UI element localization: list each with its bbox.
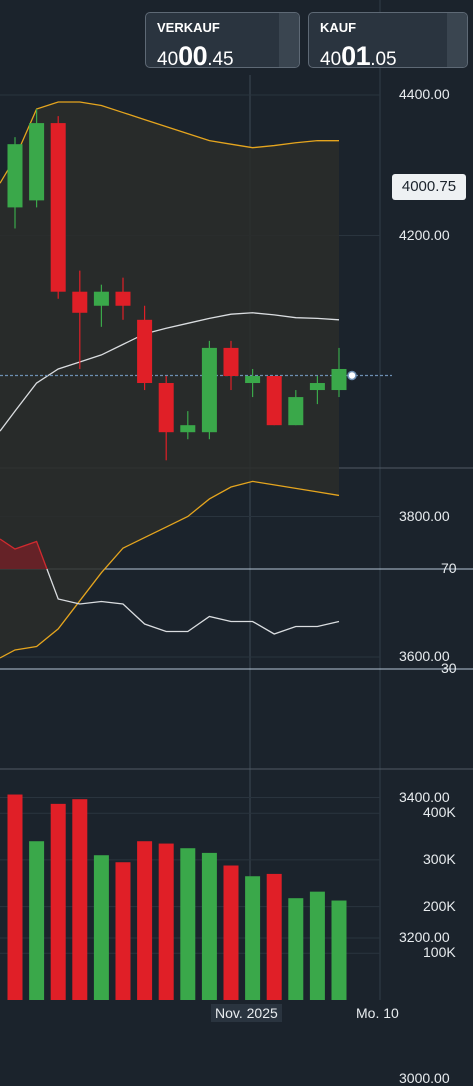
volume-bar bbox=[158, 843, 174, 1000]
current-price-marker bbox=[347, 370, 357, 381]
volume-bar bbox=[309, 891, 325, 1000]
bollinger-upper-line bbox=[0, 101, 339, 184]
price-tick-label: 3000.00 bbox=[399, 1069, 450, 1086]
volume-bar bbox=[115, 862, 131, 1000]
volume-bar bbox=[288, 898, 304, 1000]
candle-body bbox=[7, 144, 23, 208]
sell-price-suffix: .45 bbox=[207, 49, 234, 70]
buy-price: 4001.05 bbox=[320, 41, 397, 72]
bollinger-lower-line bbox=[0, 480, 340, 659]
buy-label: KAUF bbox=[320, 20, 357, 35]
price-tick-label: 3600.00 bbox=[399, 648, 450, 664]
rsi-overbought-line bbox=[0, 538, 48, 570]
volume-bar bbox=[201, 852, 217, 1000]
candle-body bbox=[93, 291, 109, 306]
buy-button[interactable]: KAUF 4001.05 bbox=[308, 12, 468, 71]
candle-body bbox=[288, 397, 304, 426]
volume-bar bbox=[331, 900, 347, 1000]
buy-price-main: 01 bbox=[341, 41, 371, 71]
candle-body bbox=[309, 383, 325, 391]
candle-body bbox=[245, 376, 261, 384]
sell-button-edge bbox=[279, 13, 299, 67]
sell-price-main: 00 bbox=[178, 41, 208, 71]
candle-body bbox=[29, 123, 45, 201]
volume-bar bbox=[245, 876, 261, 1000]
rsi-tick-label: 30 bbox=[441, 660, 457, 676]
volume-bar bbox=[137, 841, 153, 1000]
price-tick-label: 3400.00 bbox=[399, 788, 450, 805]
candle-body bbox=[115, 291, 131, 306]
candle-body bbox=[180, 425, 196, 433]
bollinger-band-fill bbox=[0, 102, 339, 658]
volume-bar bbox=[29, 841, 45, 1000]
price-tick-label: 4200.00 bbox=[399, 226, 450, 243]
price-tick-label: 4400.00 bbox=[399, 86, 450, 102]
x-axis-label-date: Nov. 2025 bbox=[211, 1004, 282, 1022]
candle-body bbox=[158, 383, 174, 433]
candle-body bbox=[223, 347, 239, 376]
chart-panes bbox=[0, 101, 392, 1000]
volume-bar bbox=[7, 794, 23, 1000]
bollinger-middle-line bbox=[0, 312, 340, 432]
volume-bar bbox=[223, 865, 239, 1000]
volume-bar bbox=[93, 855, 109, 1000]
buy-button-edge bbox=[447, 13, 467, 67]
volume-tick-label: 100K bbox=[423, 944, 456, 961]
candle-body bbox=[266, 376, 282, 426]
current-price-badge: 4000.75 bbox=[392, 174, 466, 200]
candle-body bbox=[50, 123, 66, 292]
volume-bar bbox=[180, 848, 196, 1000]
sell-button[interactable]: VERKAUF 4000.45 bbox=[145, 12, 300, 71]
sell-price: 4000.45 bbox=[157, 41, 234, 72]
rsi-line bbox=[46, 568, 340, 635]
volume-bar bbox=[72, 799, 88, 1000]
x-axis-label-day: Mo. 10 bbox=[356, 1005, 399, 1021]
rsi-overbought-fill bbox=[0, 539, 47, 569]
buy-price-suffix: .05 bbox=[370, 49, 397, 70]
candle-body bbox=[201, 347, 217, 433]
sell-price-prefix: 40 bbox=[157, 49, 179, 70]
volume-tick-label: 200K bbox=[423, 897, 456, 914]
price-tick-label: 3800.00 bbox=[399, 507, 450, 524]
candle-body bbox=[331, 368, 347, 391]
price-tick-label: 3200.00 bbox=[399, 929, 450, 945]
rsi-tick-label: 70 bbox=[441, 560, 457, 576]
candle-body bbox=[72, 291, 88, 313]
buy-price-prefix: 40 bbox=[320, 49, 342, 70]
sell-label: VERKAUF bbox=[157, 20, 220, 35]
volume-bar bbox=[266, 873, 282, 1000]
volume-tick-label: 300K bbox=[423, 850, 456, 867]
candle-body bbox=[137, 319, 153, 384]
chart-canvas[interactable] bbox=[0, 0, 473, 1024]
volume-bar bbox=[50, 803, 66, 1000]
volume-tick-label: 400K bbox=[423, 804, 456, 821]
